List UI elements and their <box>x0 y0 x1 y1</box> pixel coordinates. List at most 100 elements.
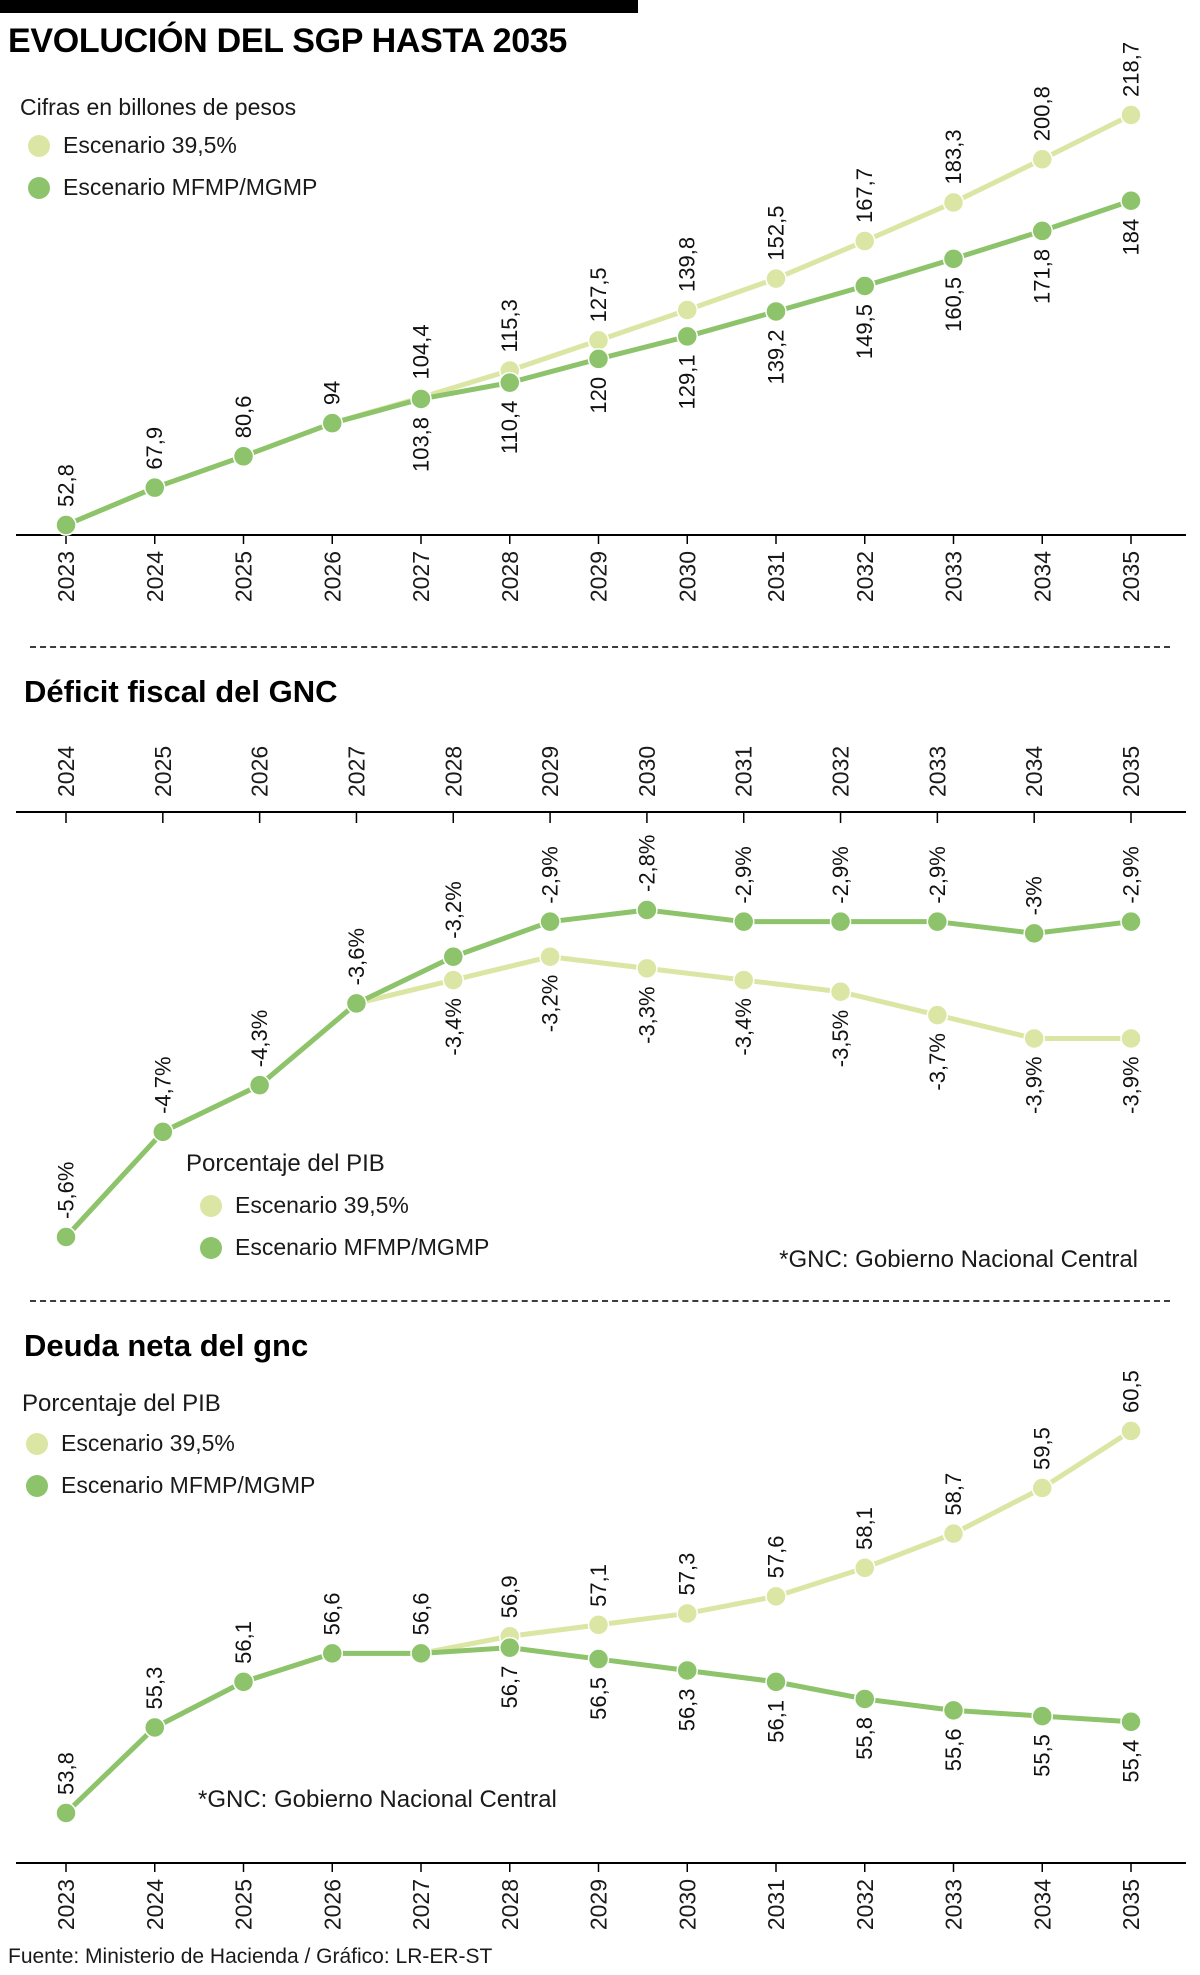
data-point <box>442 945 465 968</box>
data-point <box>942 248 965 270</box>
x-tick-label: 2031 <box>731 746 757 797</box>
data-label: 67,9 <box>142 427 167 470</box>
data-point <box>854 1557 876 1579</box>
data-point <box>942 191 965 214</box>
data-label: -2,8% <box>634 835 659 892</box>
data-point <box>1120 1027 1142 1050</box>
data-label: 139,2 <box>764 329 789 384</box>
data-label: 152,5 <box>764 206 789 261</box>
data-point <box>499 1636 521 1659</box>
data-label: -3,4% <box>441 998 466 1055</box>
x-tick-label: 2023 <box>53 1879 79 1930</box>
legend-dot-light-icon <box>200 1194 222 1217</box>
data-label: -3,6% <box>344 928 369 985</box>
data-point <box>587 348 610 370</box>
data-label: -3,9% <box>1119 1056 1144 1113</box>
x-tick-label: 2028 <box>497 1879 523 1930</box>
data-label: -3,3% <box>634 986 659 1043</box>
data-point <box>636 957 658 980</box>
data-label: 55,6 <box>941 1728 966 1771</box>
data-point <box>410 388 432 410</box>
chart2-title: Déficit fiscal del GNC <box>24 674 338 709</box>
x-tick-label: 2034 <box>1021 746 1047 797</box>
data-point <box>765 1671 787 1693</box>
data-label: 171,8 <box>1030 249 1055 304</box>
data-label: -3,7% <box>925 1033 950 1090</box>
data-label: 200,8 <box>1030 86 1055 141</box>
data-point <box>248 1074 271 1096</box>
data-point <box>1031 1705 1053 1727</box>
gnc-footnote: *GNC: Gobierno Nacional Central <box>779 1246 1138 1273</box>
data-label: 120 <box>586 377 611 414</box>
data-label: -4,7% <box>150 1056 175 1113</box>
data-label: 56,6 <box>409 1593 434 1636</box>
data-point <box>1120 1420 1142 1442</box>
data-point <box>232 445 255 468</box>
x-tick-label: 2023 <box>53 551 79 602</box>
data-point <box>636 899 658 921</box>
data-point <box>55 514 77 536</box>
data-label: 129,1 <box>675 354 700 409</box>
data-point <box>926 910 949 933</box>
legend-label: Escenario MFMP/MGMP <box>235 1234 490 1260</box>
data-label: 56,1 <box>764 1700 789 1743</box>
legend-item-dark: Escenario MFMP/MGMP <box>26 1472 315 1499</box>
data-label: 55,5 <box>1030 1734 1055 1777</box>
x-tick-label: 2030 <box>674 551 700 602</box>
data-point <box>926 1004 949 1026</box>
x-tick-label: 2024 <box>142 551 168 602</box>
legend-dot-dark-icon <box>26 1474 48 1497</box>
legend-dot-light-icon <box>28 134 50 157</box>
data-point <box>854 275 876 297</box>
x-tick-label: 2025 <box>150 746 176 797</box>
data-label: 60,5 <box>1119 1370 1144 1413</box>
data-label: -2,9% <box>538 846 563 903</box>
page-title: EVOLUCIÓN DEL SGP HASTA 2035 <box>8 22 568 60</box>
data-label: 115,3 <box>497 299 522 352</box>
data-label: -3,2% <box>538 975 563 1032</box>
data-label: -3% <box>1022 876 1047 915</box>
legend-dot-light-icon <box>26 1432 48 1455</box>
x-tick-label: 2030 <box>674 1879 700 1930</box>
data-label: 149,5 <box>852 304 877 359</box>
data-point <box>345 992 368 1015</box>
legend-label: Escenario 39,5% <box>61 1430 235 1456</box>
data-label: 55,8 <box>852 1717 877 1760</box>
x-tick-label: 2029 <box>586 551 612 602</box>
x-tick-label: 2029 <box>586 1879 612 1930</box>
data-point <box>410 1642 432 1665</box>
x-tick-label: 2031 <box>763 1879 789 1930</box>
data-point <box>676 1602 698 1625</box>
legend-item-dark: Escenario MFMP/MGMP <box>200 1234 489 1261</box>
data-point <box>676 1659 698 1682</box>
legend-label: Escenario 39,5% <box>235 1192 409 1218</box>
data-point <box>829 981 852 1003</box>
x-tick-label: 2035 <box>1118 1879 1144 1930</box>
data-label: 110,4 <box>497 401 522 454</box>
data-point <box>144 1716 166 1739</box>
data-label: -4,3% <box>247 1010 272 1067</box>
data-point <box>1023 922 1045 945</box>
data-point <box>587 1648 610 1670</box>
x-tick-label: 2026 <box>319 551 345 602</box>
x-tick-label: 2033 <box>941 551 967 602</box>
x-tick-label: 2029 <box>537 746 563 797</box>
x-tick-label: 2027 <box>343 746 369 797</box>
data-label: 56,1 <box>231 1621 256 1664</box>
data-label: -5,6% <box>54 1162 79 1219</box>
data-label: 58,1 <box>852 1507 877 1550</box>
legend-label: Escenario MFMP/MGMP <box>63 174 318 200</box>
data-point <box>144 476 166 499</box>
x-tick-label: 2032 <box>852 1879 878 1930</box>
data-label: 183,3 <box>941 129 966 184</box>
data-label: 53,8 <box>54 1752 79 1795</box>
chart-deficit: 2024 2025 2026 2027 2028 2029 2030 2031 2032 2033… <box>16 746 1186 1248</box>
legend-item-dark: Escenario MFMP/MGMP <box>28 174 317 201</box>
data-label: 104,4 <box>409 324 434 379</box>
data-point <box>829 910 852 933</box>
dashed-separator <box>30 646 1170 648</box>
data-point <box>942 1699 965 1722</box>
data-point <box>765 300 787 323</box>
data-label: 52,8 <box>54 464 79 507</box>
